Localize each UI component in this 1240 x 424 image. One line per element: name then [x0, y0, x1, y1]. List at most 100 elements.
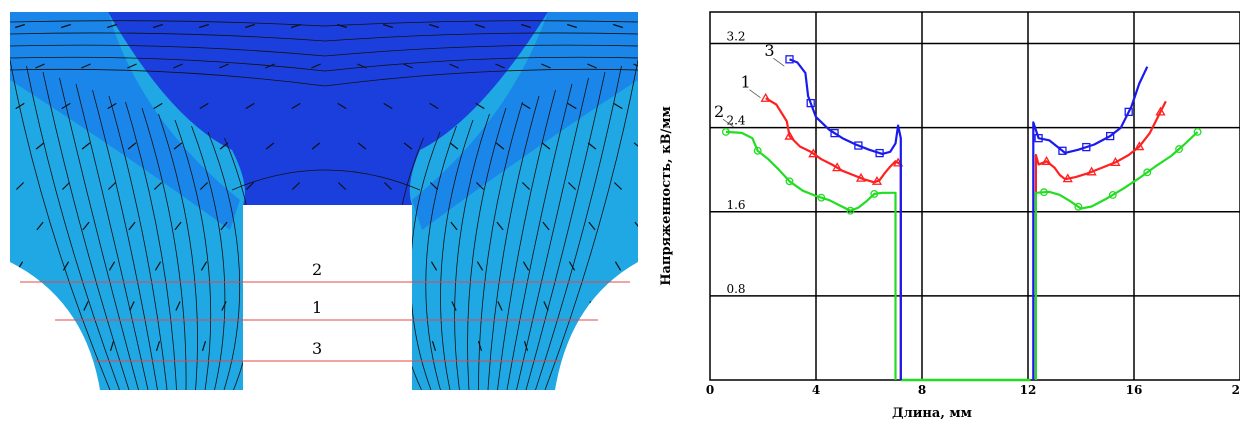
marker-square: [875, 148, 884, 158]
series-line-left: [725, 130, 897, 380]
field-arrow: [383, 23, 393, 29]
field-line: [158, 113, 198, 390]
marker-circle: [1039, 188, 1048, 197]
field-line: [125, 101, 177, 390]
field-arrow: [430, 261, 438, 271]
x-tick-label: 4: [812, 383, 820, 397]
field-arrow: [265, 142, 275, 150]
field-arrow: [475, 182, 485, 190]
x-tick-label: 20: [1232, 383, 1240, 397]
field-line: [425, 125, 457, 390]
field-arrow: [199, 102, 209, 110]
field-line: [207, 131, 241, 390]
field-line: [174, 119, 212, 390]
field-line: [10, 59, 111, 390]
field-arrow: [477, 341, 483, 351]
field-arrow: [153, 23, 163, 29]
field-arrow: [495, 63, 505, 69]
cut-line-label-3: 3: [312, 339, 322, 358]
marker-square: [1034, 134, 1043, 143]
series-2: [721, 127, 1202, 380]
field-line: [108, 95, 168, 390]
cut-line-label-1: 1: [312, 298, 322, 317]
field-arrow: [587, 142, 597, 150]
field-arrow: [496, 221, 504, 231]
field-arrow: [615, 341, 621, 351]
field-arrow: [291, 182, 301, 190]
field-arrow: [475, 23, 485, 29]
series-1: [760, 92, 1167, 380]
field-arrow: [633, 142, 638, 150]
marker-circle: [1193, 127, 1202, 136]
field-arrow: [634, 221, 638, 231]
slot-opening: [243, 205, 412, 395]
y-tick-label: 3.2: [726, 30, 745, 44]
field-line: [141, 107, 187, 390]
marker-circle: [870, 189, 879, 198]
field-arrow: [81, 142, 91, 150]
marker-circle: [1108, 190, 1117, 199]
field-arrow: [543, 301, 549, 311]
field-arrow: [475, 102, 485, 110]
marker-square: [854, 141, 863, 150]
marker-triangle: [1155, 106, 1166, 116]
field-arrow: [107, 102, 117, 110]
field-arrow: [265, 63, 275, 69]
field-line: [544, 59, 638, 390]
field-arrow: [495, 142, 505, 150]
field-line: [525, 71, 606, 390]
field-arrow: [337, 102, 347, 110]
field-arrow: [108, 261, 116, 271]
field-arrow: [153, 182, 163, 190]
marker-triangle: [1041, 155, 1052, 165]
marker-triangle: [1086, 166, 1097, 176]
field-arrow: [497, 301, 503, 311]
field-arrow: [17, 341, 23, 351]
field-line: [10, 20, 638, 27]
field-arrow: [521, 102, 531, 110]
marker-square: [806, 98, 815, 108]
field-arrow: [174, 221, 182, 231]
field-arrow: [403, 142, 413, 150]
field-arrow: [357, 63, 367, 69]
field-arrow: [291, 23, 301, 29]
field-arrow: [63, 341, 69, 351]
series-line-right: [1032, 66, 1149, 380]
field-arrow: [589, 301, 595, 311]
field-arrow: [337, 23, 347, 29]
marker-circle: [817, 193, 826, 202]
field-arrow: [245, 23, 255, 29]
series-3: [785, 55, 1149, 380]
field-line: [42, 71, 130, 390]
series-annotation: 1: [740, 73, 750, 92]
plot-area: [709, 11, 1240, 381]
field-line: [10, 44, 638, 57]
field-arrow: [219, 142, 229, 150]
field-arrow: [127, 63, 137, 69]
field-arrow: [245, 182, 255, 190]
field-arrow: [61, 182, 71, 190]
y-axis-label: Напряженность, кВ/мм: [659, 106, 674, 286]
field-line: [75, 83, 149, 390]
marker-triangle: [1134, 141, 1145, 151]
field-arrow: [587, 63, 597, 69]
marker-square: [1082, 142, 1091, 152]
field-arrow: [521, 23, 531, 29]
field-arrow: [542, 221, 550, 231]
field-arrow: [476, 261, 484, 271]
field-arrow: [81, 63, 91, 69]
field-arrow: [83, 301, 89, 311]
field-arrow: [429, 102, 439, 110]
y-tick-label: 1.6: [726, 198, 745, 212]
field-arrow: [541, 142, 551, 150]
field-line: [487, 95, 540, 390]
marker-triangle: [871, 175, 883, 185]
marker-circle: [785, 177, 794, 186]
field-arrow: [613, 23, 623, 29]
field-line: [10, 32, 638, 42]
field-line: [467, 107, 507, 390]
marker-triangle: [760, 92, 771, 102]
field-arrow: [219, 63, 229, 69]
marker-triangle: [808, 148, 819, 158]
middle-band-left: [10, 12, 240, 230]
